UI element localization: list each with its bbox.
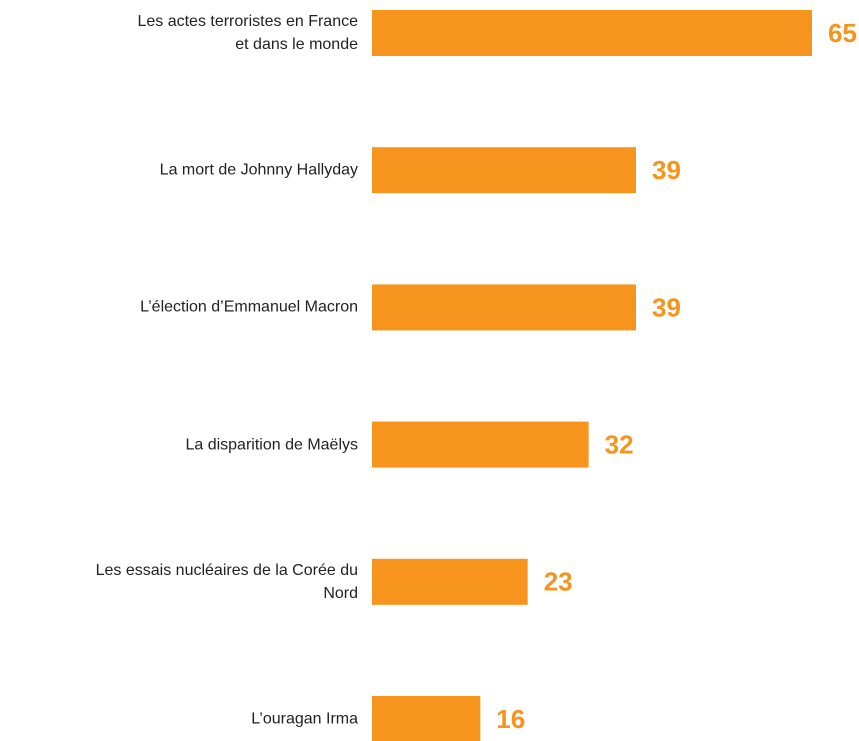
bar: [372, 147, 636, 194]
value-label: 39: [652, 292, 681, 322]
value-label: 65: [828, 18, 857, 48]
bar: [372, 284, 636, 331]
bar: [372, 558, 528, 605]
value-label: 16: [496, 704, 525, 734]
bar: [372, 10, 812, 56]
category-label: L’élection d’Emmanuel Macron: [140, 298, 358, 316]
category-label: Les actes terroristes en France et dans …: [137, 13, 358, 53]
value-label: 32: [605, 429, 634, 459]
category-label: Les essais nucléaires de la Corée du Nor…: [95, 561, 358, 602]
category-label: La mort de Johnny Hallyday: [159, 161, 358, 179]
category-label: L’ouragan Irma: [251, 710, 358, 728]
category-label: La disparition de Maëlys: [185, 436, 358, 454]
bar: [372, 421, 589, 468]
value-label: 23: [544, 567, 573, 597]
value-label: 39: [652, 155, 681, 185]
bar: [372, 696, 481, 741]
